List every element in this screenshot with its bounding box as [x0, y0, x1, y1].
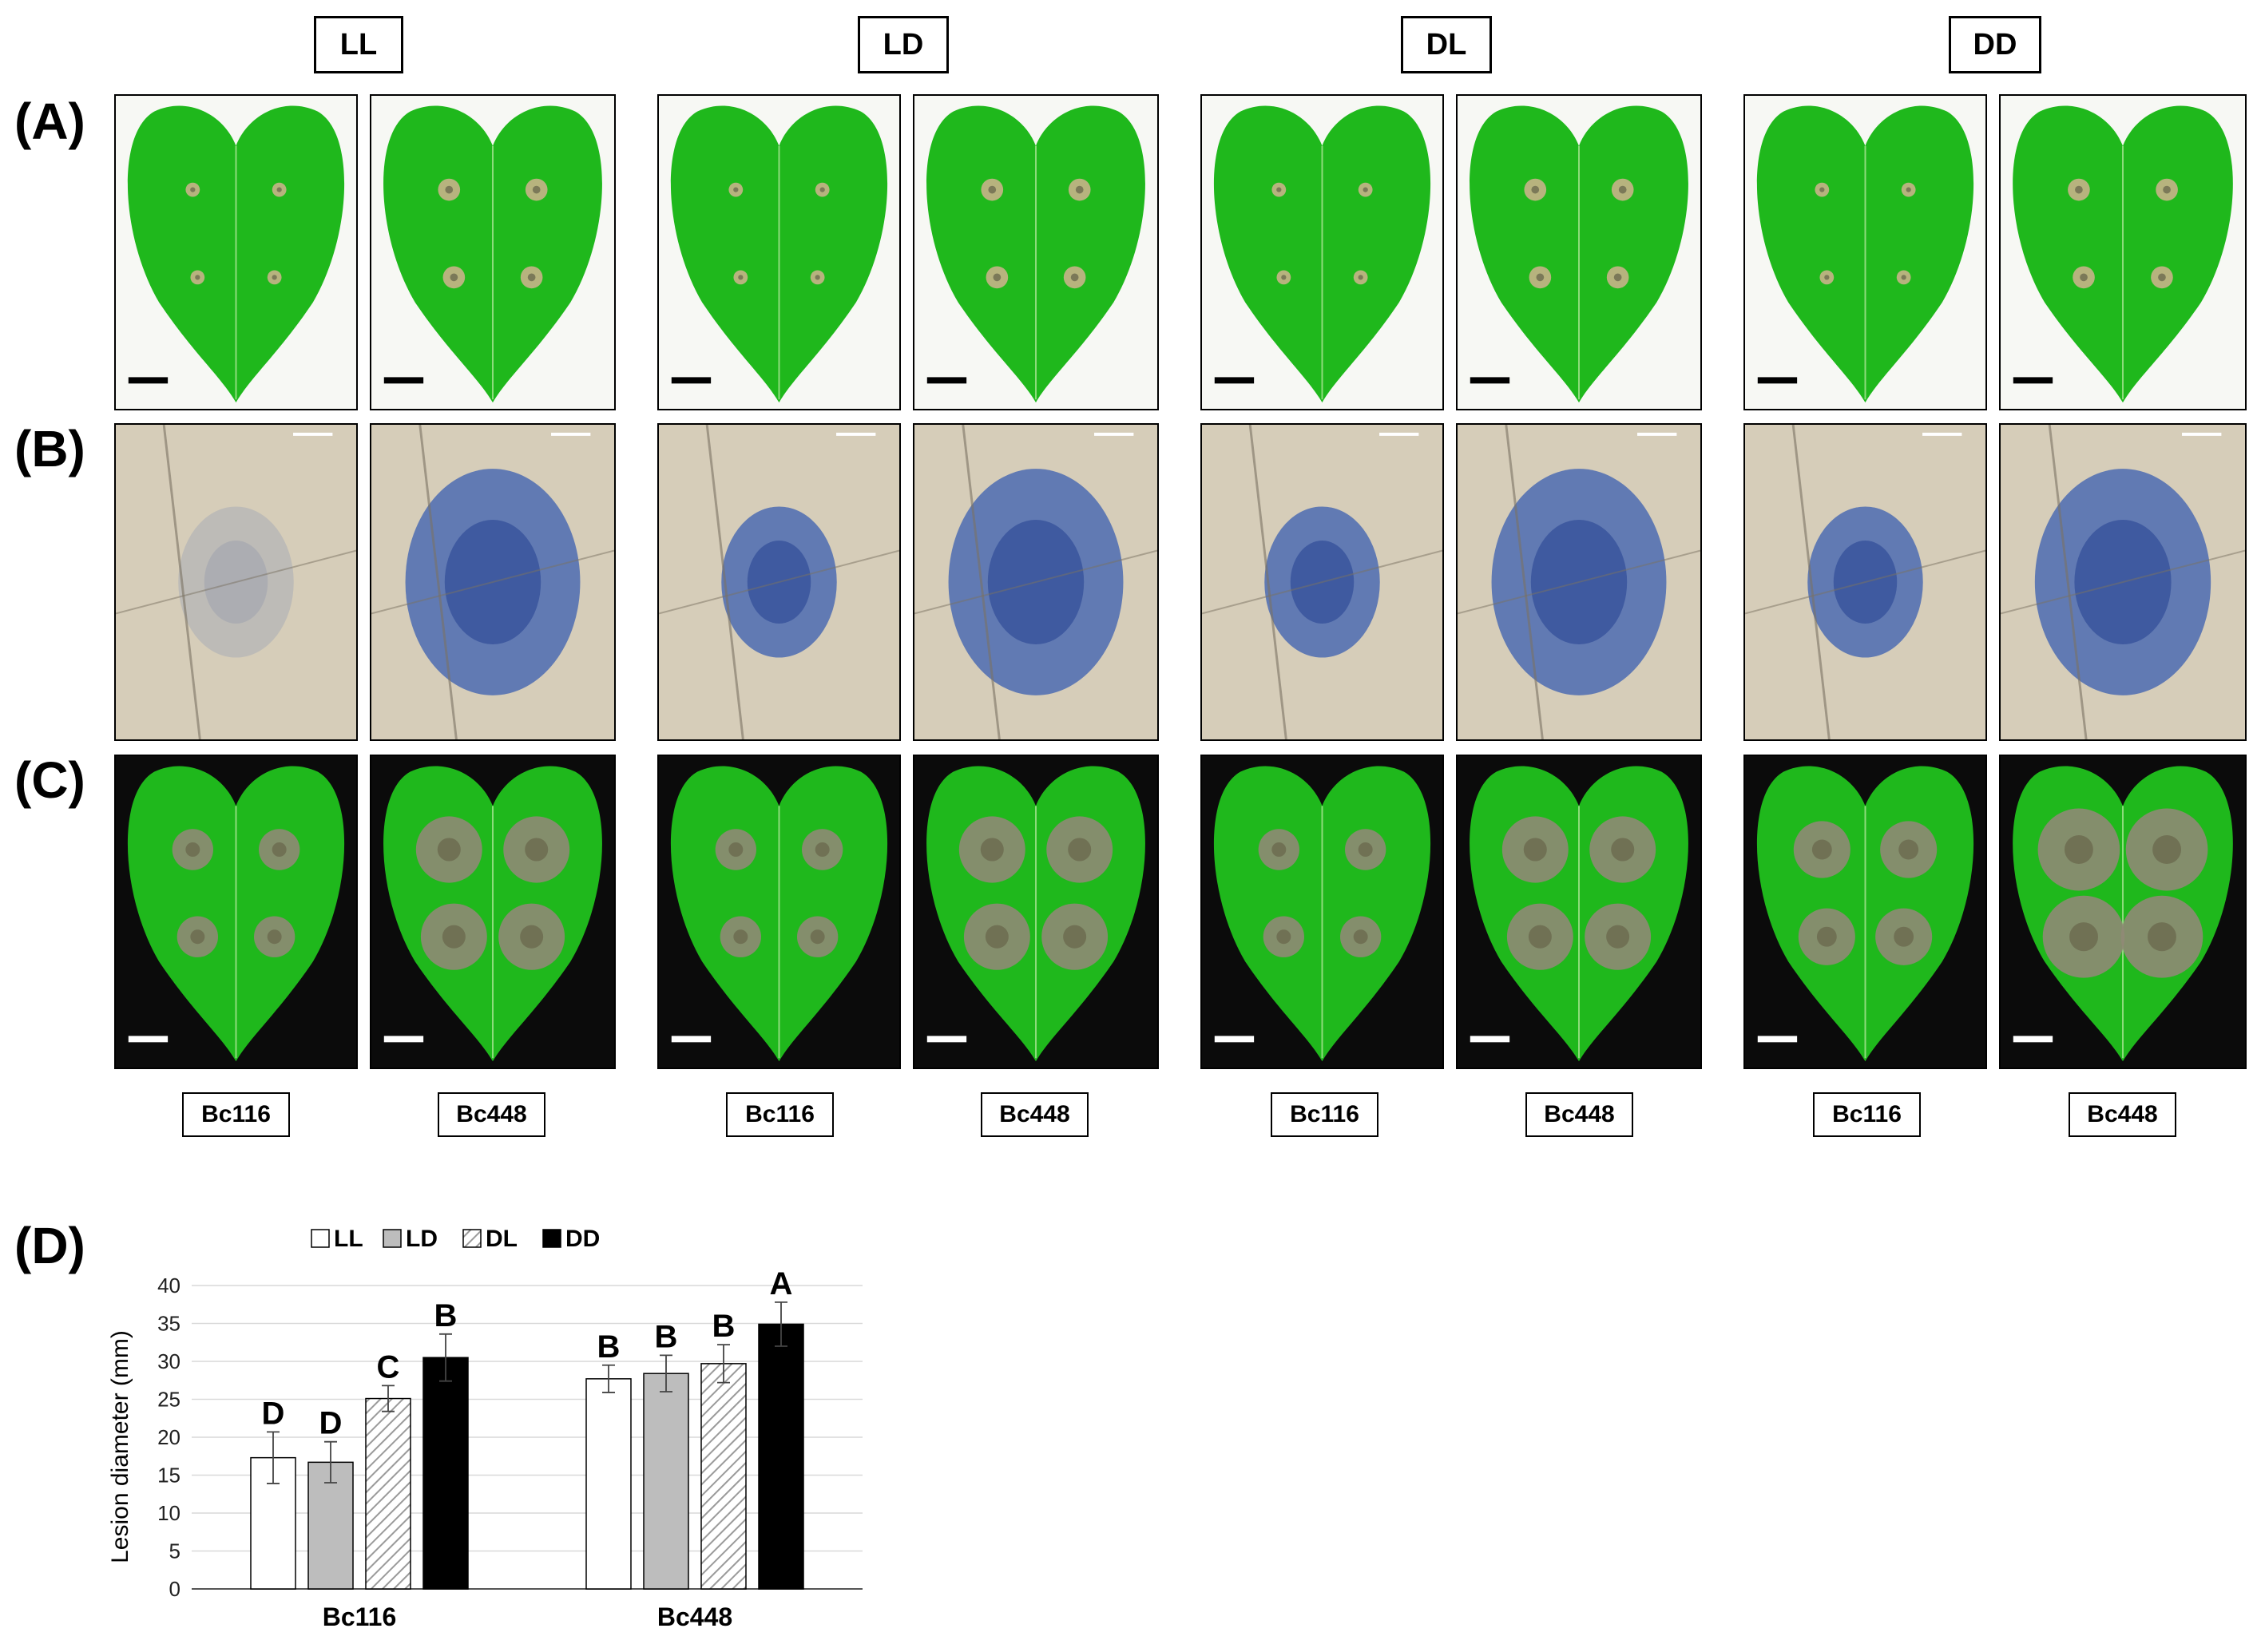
legend-label-dl: DL — [486, 1226, 518, 1252]
leaf-image-b-ld-bc116 — [657, 423, 901, 741]
leaf-image-c-ll-bc448 — [370, 755, 616, 1069]
leaf-image-a-ll-bc116 — [114, 94, 358, 410]
leaf-image-c-dl-bc116 — [1200, 755, 1444, 1069]
legend-label-dd: DD — [565, 1226, 600, 1252]
chart-gridlines — [192, 1285, 863, 1590]
significance-letter: C — [377, 1349, 400, 1385]
error-bar — [717, 1344, 730, 1384]
leaf-image-b-dl-bc448 — [1456, 423, 1702, 741]
significance-letter: D — [262, 1396, 285, 1431]
chart-legend: LL LD DL DD — [311, 1226, 600, 1252]
y-tick-label: 35 — [157, 1312, 180, 1336]
error-bar — [324, 1440, 337, 1484]
error-bar — [775, 1301, 787, 1347]
leaf-image-c-ld-bc448 — [913, 755, 1159, 1069]
leaf-image-b-dd-bc448 — [1999, 423, 2247, 741]
y-tick-label: 30 — [157, 1349, 180, 1373]
leaf-image-c-dd-bc448 — [1999, 755, 2247, 1069]
significance-letter: B — [597, 1329, 621, 1365]
y-tick-label: 0 — [169, 1577, 180, 1601]
legend-label-ld: LD — [406, 1226, 438, 1252]
leaf-image-b-ll-bc448 — [370, 423, 616, 741]
leaf-image-a-ld-bc448 — [913, 94, 1159, 410]
error-bar — [439, 1333, 452, 1382]
error-bar — [382, 1385, 395, 1412]
x-category-label: Bc116 — [323, 1602, 397, 1631]
leaf-image-a-dd-bc116 — [1743, 94, 1987, 410]
strain-label-dl-bc116: Bc116 — [1271, 1092, 1378, 1137]
y-tick-label: 5 — [169, 1539, 180, 1563]
significance-letter: B — [655, 1319, 678, 1354]
significance-letter: B — [712, 1309, 736, 1344]
bar-bc448-dl — [700, 1363, 747, 1590]
strain-label-dd-bc448: Bc448 — [2069, 1092, 2176, 1137]
legend-swatch-dd — [542, 1229, 561, 1248]
leaf-image-b-dd-bc116 — [1743, 423, 1987, 741]
legend-label-ll: LL — [334, 1226, 363, 1252]
panel-label-c: (C) — [14, 751, 85, 809]
significance-letter: A — [770, 1266, 793, 1301]
leaf-image-a-ld-bc116 — [657, 94, 901, 410]
condition-label-ll: LL — [314, 16, 403, 73]
chart-axes: 0 5 10 15 20 25 30 35 40 Bc116 Bc448 — [157, 1274, 863, 1631]
bar-bc448-ld — [643, 1373, 689, 1590]
leaf-image-a-dd-bc448 — [1999, 94, 2247, 410]
panel-label-b: (B) — [14, 420, 85, 477]
y-tick-label: 15 — [157, 1464, 180, 1488]
leaf-image-c-dd-bc116 — [1743, 755, 1987, 1069]
leaf-image-b-ll-bc116 — [114, 423, 358, 741]
y-tick-label: 10 — [157, 1501, 180, 1525]
error-bar — [267, 1431, 280, 1484]
bar-bc448-dd — [758, 1323, 804, 1590]
legend-swatch-ld — [383, 1229, 402, 1248]
significance-letter: D — [319, 1406, 343, 1441]
strain-label-ll-bc448: Bc448 — [438, 1092, 545, 1137]
leaf-image-c-ld-bc116 — [657, 755, 901, 1069]
strain-label-ld-bc448: Bc448 — [981, 1092, 1089, 1137]
condition-label-dd: DD — [1949, 16, 2041, 73]
panel-label-d: (D) — [14, 1217, 85, 1274]
y-tick-label: 25 — [157, 1388, 180, 1412]
leaf-image-b-dl-bc116 — [1200, 423, 1444, 741]
leaf-image-c-dl-bc448 — [1456, 755, 1702, 1069]
leaf-image-b-ld-bc448 — [913, 423, 1159, 741]
strain-label-dl-bc448: Bc448 — [1525, 1092, 1633, 1137]
bar-bc116-dl — [365, 1397, 411, 1590]
error-bar — [660, 1354, 672, 1393]
leaf-image-a-dl-bc116 — [1200, 94, 1444, 410]
x-category-label: Bc448 — [657, 1602, 732, 1631]
panel-label-a: (A) — [14, 93, 85, 150]
bar-bc448-ll — [585, 1378, 632, 1590]
legend-swatch-dl — [462, 1229, 482, 1248]
legend-swatch-ll — [311, 1229, 330, 1248]
leaf-image-a-dl-bc448 — [1456, 94, 1702, 410]
error-bar — [602, 1364, 615, 1393]
strain-label-ll-bc116: Bc116 — [182, 1092, 290, 1137]
bar-bc116-dd — [422, 1357, 469, 1590]
condition-label-ld: LD — [858, 16, 949, 73]
y-axis-label: Lesion diameter (mm) — [107, 1330, 133, 1563]
strain-label-dd-bc116: Bc116 — [1813, 1092, 1921, 1137]
leaf-image-c-ll-bc116 — [114, 755, 358, 1069]
strain-label-ld-bc116: Bc116 — [726, 1092, 834, 1137]
y-tick-label: 40 — [157, 1274, 180, 1297]
condition-label-dl: DL — [1401, 16, 1492, 73]
leaf-image-a-ll-bc448 — [370, 94, 616, 410]
y-tick-label: 20 — [157, 1425, 180, 1449]
significance-letter: B — [434, 1298, 458, 1333]
